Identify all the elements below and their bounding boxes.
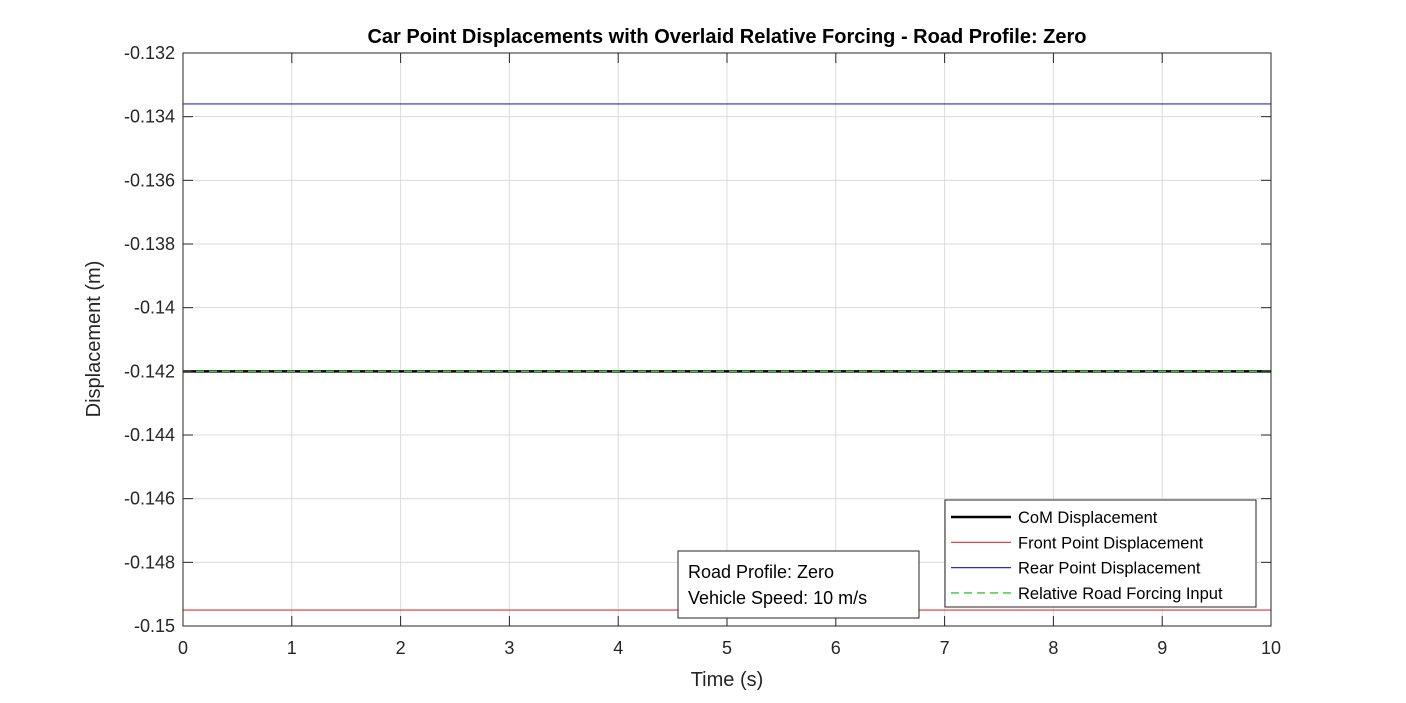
y-tick-labels: -0.132 -0.134 -0.136 -0.138 -0.14 -0.142 -0.14… bbox=[124, 43, 175, 636]
y-tick-label: -0.14 bbox=[134, 298, 175, 318]
annotation-frame bbox=[677, 550, 920, 619]
legend-label-4: Relative Road Forcing Input bbox=[1018, 585, 1223, 603]
legend-label-1: CoM Displacement bbox=[1018, 509, 1158, 527]
x-tick-label: 1 bbox=[287, 638, 297, 658]
x-tick-label: 7 bbox=[940, 638, 950, 658]
y-tick-label: -0.148 bbox=[124, 552, 175, 572]
y-tick-label: -0.134 bbox=[124, 107, 175, 127]
x-tick-label: 8 bbox=[1048, 638, 1058, 658]
x-tick-label: 9 bbox=[1157, 638, 1167, 658]
annotation-box: Road Profile: Zero Vehicle Speed: 10 m/s bbox=[677, 550, 920, 619]
y-tick-label: -0.138 bbox=[124, 234, 175, 254]
y-tick-label: -0.132 bbox=[124, 43, 175, 63]
y-tick-label: -0.144 bbox=[124, 425, 175, 445]
axes bbox=[182, 52, 1272, 627]
y-tick-label: -0.15 bbox=[134, 616, 175, 636]
x-tick-label: 4 bbox=[613, 638, 623, 658]
x-tick-label: 2 bbox=[396, 638, 406, 658]
x-tick-label: 5 bbox=[722, 638, 732, 658]
y-tick-label: -0.142 bbox=[124, 361, 175, 381]
legend-label-2: Front Point Displacement bbox=[1018, 534, 1204, 552]
y-axis-label: Displacement (m) bbox=[83, 261, 105, 418]
x-tick-label: 10 bbox=[1261, 638, 1281, 658]
x-tick-labels: 0 1 2 3 4 5 6 7 8 9 10 bbox=[178, 638, 1281, 658]
x-tick-label: 6 bbox=[831, 638, 841, 658]
x-tick-label: 0 bbox=[178, 638, 188, 658]
annotation-line-2: Vehicle Speed: 10 m/s bbox=[688, 588, 867, 608]
y-tick-label: -0.136 bbox=[124, 170, 175, 190]
legend: CoM Displacement Front Point Displacement… bbox=[944, 499, 1257, 608]
legend-label-3: Rear Point Displacement bbox=[1018, 560, 1201, 578]
annotation-line-1: Road Profile: Zero bbox=[688, 562, 834, 582]
x-axis-label: Time (s) bbox=[691, 669, 764, 691]
y-tick-label: -0.146 bbox=[124, 489, 175, 509]
chart-title: Car Point Displacements with Overlaid Re… bbox=[367, 26, 1086, 48]
x-tick-label: 3 bbox=[504, 638, 514, 658]
